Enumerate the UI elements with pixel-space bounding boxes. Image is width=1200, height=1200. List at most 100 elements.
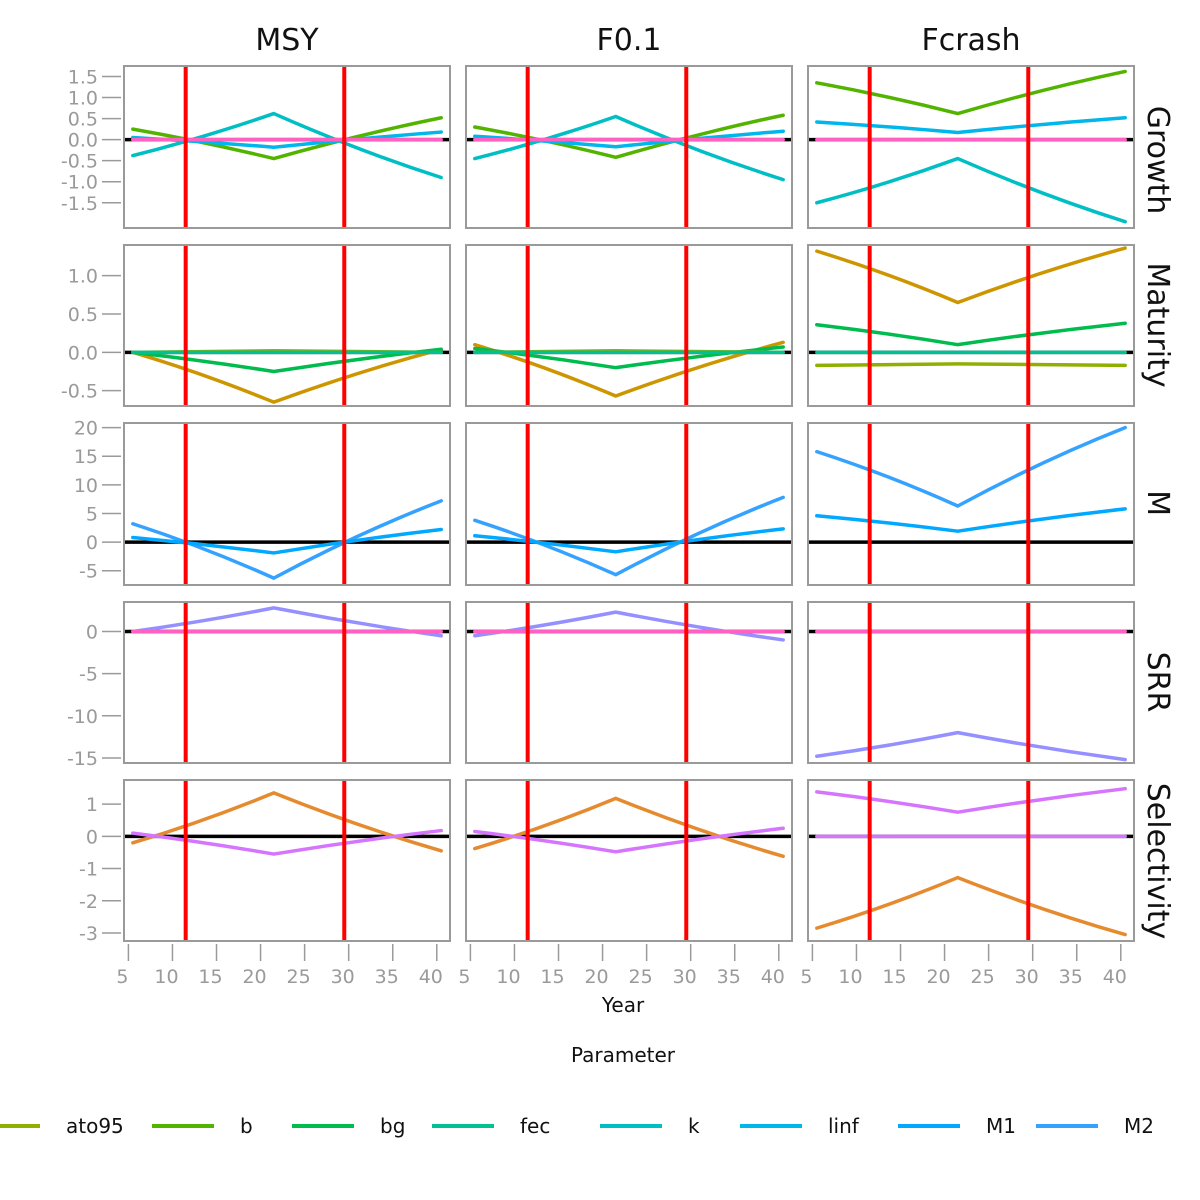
panel-frame (807, 422, 1135, 586)
legend-label: b (240, 1114, 253, 1138)
y-tick-label: -2 (79, 891, 98, 913)
row-title-growth: Growth (1140, 106, 1175, 215)
series-line-b (815, 69, 1127, 116)
panel-srr-msy: 0 -5 -10 -15 (67, 601, 451, 770)
x-tick-label: 5 (458, 966, 470, 988)
panel-frame (123, 65, 451, 229)
panel-growth-f0-1 (465, 65, 793, 229)
y-tick-label: -1.5 (61, 193, 98, 215)
series-line-orange (815, 875, 1127, 937)
x-tick-label: 40 (1103, 966, 1127, 988)
panel-frame (807, 244, 1135, 407)
panel-maturity-msy: 1.0 0.5 0.0 -0.5 (61, 244, 451, 407)
y-tick-label: -10 (67, 706, 98, 728)
y-tick-label: 0 (86, 532, 98, 554)
panels-layer: 1.51.00.50.0-0.5-1.0-1.51.00.50.0-0.5201… (61, 65, 1135, 988)
series-line-m1 (473, 527, 785, 554)
column-title-f01: F0.1 (597, 23, 662, 58)
legend-item-fec: fec (432, 1114, 550, 1138)
series-line-violet (815, 730, 1127, 762)
legend: ato95 b bg fec k linf M1 M2 (0, 1114, 1154, 1138)
series-line-magenta (815, 786, 1127, 814)
series-line-gold (131, 347, 443, 405)
x-tick-label: 10 (838, 966, 862, 988)
x-tick-label: 15 (882, 966, 906, 988)
x-tick-label: 10 (154, 966, 178, 988)
x-tick-label: 30 (331, 966, 355, 988)
panel-maturity-fcrash (807, 244, 1135, 407)
series-line-linf (815, 116, 1127, 135)
legend-item-linf: linf (740, 1114, 860, 1138)
y-tick-label: 1 (86, 794, 98, 816)
series-line-bg (131, 347, 443, 374)
series-line-gold (815, 246, 1127, 305)
panel-frame (465, 65, 793, 229)
series-line-violet (131, 606, 443, 638)
series-line-orange (473, 796, 785, 859)
series-line-m1 (131, 527, 443, 555)
x-tick-label: 15 (198, 966, 222, 988)
y-tick-label: 1.0 (68, 266, 98, 288)
panel-srr-f0-1 (465, 601, 793, 764)
panel-selectivity-msy: 10-1-2-35 10 15 20 25 30 35 40 (79, 779, 451, 988)
y-tick-label: -15 (67, 748, 98, 770)
y-tick-label: 15 (74, 446, 98, 468)
panel-frame (465, 244, 793, 407)
x-tick-label: 20 (926, 966, 950, 988)
x-axis-title: Year (601, 993, 645, 1017)
column-title-fcrash: Fcrash (921, 23, 1020, 58)
panel-frame (807, 601, 1135, 764)
x-tick-label: 40 (761, 966, 785, 988)
x-tick-label: 35 (1059, 966, 1083, 988)
x-tick-label: 30 (673, 966, 697, 988)
row-title-srr: SRR (1140, 652, 1175, 713)
row-title-m: M (1140, 490, 1175, 516)
panel-selectivity-f0-1: 5 10 15 20 25 30 35 40 (458, 779, 793, 988)
y-tick-label: 5 (86, 503, 98, 525)
panel-m-fcrash (807, 422, 1135, 586)
y-tick-label: 0.5 (68, 304, 98, 326)
series-line-k (131, 111, 443, 180)
row-title-selectivity: Selectivity (1140, 783, 1175, 940)
panel-maturity-f0-1 (465, 244, 793, 407)
legend-label: bg (380, 1114, 405, 1138)
x-tick-label: 25 (287, 966, 311, 988)
y-tick-label: 0.0 (68, 130, 98, 152)
series-line-m1 (815, 507, 1127, 533)
x-tick-label: 10 (496, 966, 520, 988)
y-tick-label: -0.5 (61, 381, 98, 403)
series-line-bg (815, 321, 1127, 347)
legend-label: M1 (986, 1114, 1016, 1138)
x-tick-label: 5 (800, 966, 812, 988)
y-tick-label: -0.5 (61, 151, 98, 173)
panel-m-msy: 20 15 10 5 0 -5 (74, 418, 451, 586)
panel-frame (807, 779, 1135, 942)
x-tick-label: 35 (717, 966, 741, 988)
panel-frame (123, 601, 451, 764)
panel-frame (465, 601, 793, 764)
series-line-magenta (473, 826, 785, 854)
series-line-k (473, 114, 785, 182)
panel-frame (123, 422, 451, 586)
y-tick-label: 1.0 (68, 88, 98, 110)
series-line-violet (473, 610, 785, 642)
x-tick-label: 5 (116, 966, 128, 988)
legend-item-ato95: ato95 (0, 1114, 124, 1138)
panel-frame (123, 244, 451, 407)
row-title-maturity: Maturity (1140, 262, 1175, 387)
y-tick-label: 0.5 (68, 109, 98, 131)
series-line-gold (473, 340, 785, 398)
y-tick-label: 0.0 (68, 342, 98, 364)
series-line-b (131, 116, 443, 161)
y-tick-label: 10 (74, 475, 98, 497)
legend-item-bg: bg (292, 1114, 405, 1138)
y-tick-label: -5 (79, 561, 98, 583)
legend-label: k (688, 1114, 700, 1138)
y-tick-label: -1 (79, 859, 98, 881)
column-titles: MSY F0.1 Fcrash (255, 23, 1020, 58)
x-tick-label: 20 (242, 966, 266, 988)
legend-item-m2: M2 (1036, 1114, 1154, 1138)
panel-frame (123, 779, 451, 942)
y-tick-label: -1.0 (61, 172, 98, 194)
